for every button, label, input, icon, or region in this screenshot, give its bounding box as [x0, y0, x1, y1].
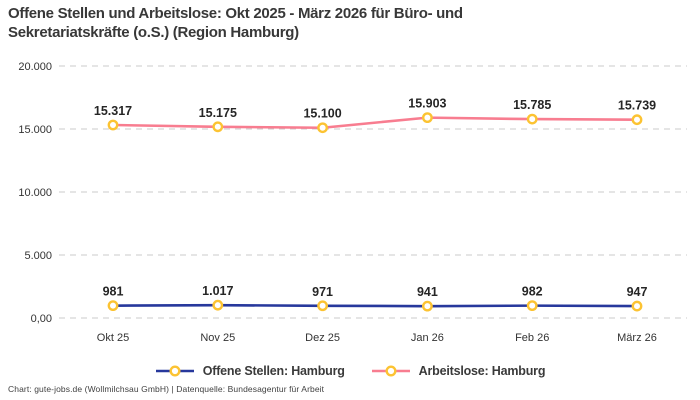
x-axis-tick-label: Nov 25 [200, 332, 235, 344]
data-point-marker[interactable] [317, 122, 328, 134]
data-point-value-label: 971 [312, 285, 333, 299]
data-point-value-label: 941 [417, 285, 438, 299]
data-point-marker[interactable] [421, 112, 433, 124]
data-point-marker[interactable] [631, 300, 643, 312]
data-point-marker[interactable] [526, 300, 538, 312]
chart-title-line1: Offene Stellen und Arbeitslose: Okt 2025… [8, 5, 463, 22]
data-point-marker[interactable] [421, 300, 433, 312]
data-point-marker[interactable] [107, 119, 119, 131]
data-point-value-label: 15.903 [408, 97, 446, 111]
data-point-marker[interactable] [107, 300, 119, 312]
y-axis-tick-label: 0,00 [31, 313, 52, 325]
legend-swatch-arbeitslose-icon [371, 365, 410, 377]
data-point-marker[interactable] [212, 299, 224, 311]
chart-title: Offene Stellen und Arbeitslose: Okt 2025… [8, 5, 463, 42]
x-axis-tick-label: Feb 26 [515, 332, 549, 344]
x-axis-tick-label: Jan 26 [411, 332, 444, 344]
data-point-marker[interactable] [212, 121, 224, 133]
chart-legend: Offene Stellen: Hamburg Arbeitslose: Ham… [0, 361, 700, 381]
data-point-value-label: 981 [103, 285, 124, 299]
data-point-value-label: 1.017 [202, 284, 233, 298]
legend-label-arbeitslose: Arbeitslose: Hamburg [418, 364, 546, 378]
data-point-marker[interactable] [526, 113, 538, 125]
data-point-value-label: 982 [522, 285, 543, 299]
data-point-value-label: 15.739 [618, 99, 656, 113]
legend-swatch-offene-stellen-icon [155, 365, 194, 377]
legend-item-arbeitslose[interactable]: Arbeitslose: Hamburg [371, 364, 546, 378]
x-axis-tick-label: März 26 [617, 332, 657, 344]
x-axis-tick-label: Okt 25 [97, 332, 129, 344]
data-point-value-label: 15.175 [199, 106, 237, 120]
data-point-marker[interactable] [317, 300, 328, 312]
legend-label-offene-stellen: Offene Stellen: Hamburg [202, 364, 345, 378]
chart-title-line2: Sekretariatskräfte (o.S.) (Region Hambur… [8, 23, 299, 41]
data-point-value-label: 15.785 [513, 98, 551, 112]
x-axis-tick-label: Dez 25 [305, 332, 340, 344]
series-line-1 [111, 116, 639, 130]
series-line-0 [111, 303, 639, 308]
y-axis-tick-label: 10.000 [18, 187, 52, 199]
data-point-value-label: 15.100 [303, 107, 341, 121]
data-point-marker[interactable] [631, 114, 643, 126]
legend-item-offene-stellen[interactable]: Offene Stellen: Hamburg [155, 364, 345, 378]
y-axis-tick-label: 5.000 [24, 250, 52, 262]
data-point-value-label: 947 [627, 285, 648, 299]
data-point-value-label: 15.317 [94, 104, 132, 118]
y-axis-tick-label: 20.000 [18, 61, 52, 73]
y-axis-tick-label: 15.000 [18, 124, 52, 136]
chart-credit: Chart: gute-jobs.de (Wollmilchsau GmbH) … [8, 384, 325, 394]
